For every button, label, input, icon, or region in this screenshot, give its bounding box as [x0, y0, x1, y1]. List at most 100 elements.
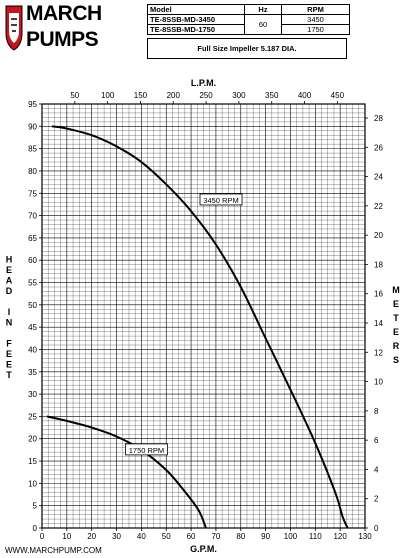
hz-cell: 60: [244, 14, 282, 35]
axis-title-letter: R: [393, 341, 400, 351]
y-tick-label: 75: [28, 189, 37, 198]
brand-word-march: MARCH: [26, 2, 102, 25]
series-label: 3450 RPM: [203, 196, 238, 205]
x2-tick-label: 100: [101, 91, 115, 100]
x-tick-label: 30: [112, 532, 121, 541]
x-tick-label: 20: [87, 532, 96, 541]
x2-tick-label: 250: [199, 91, 213, 100]
y2-tick-label: 14: [374, 319, 383, 328]
y-tick-label: 70: [28, 212, 37, 221]
header-hz: Hz: [244, 4, 282, 15]
x-tick-label: 120: [333, 532, 347, 541]
y-tick-label: 25: [28, 412, 37, 421]
y-tick-label: 50: [28, 301, 37, 310]
x2-tick-label: 350: [265, 91, 279, 100]
y2-tick-label: 10: [374, 378, 383, 387]
y2-tick-label: 2: [374, 495, 379, 504]
x-axis-title: G.P.M.: [190, 544, 217, 554]
axis-title-letter: T: [393, 313, 399, 323]
y-tick-label: 0: [33, 524, 38, 533]
x2-axis-title: L.P.M.: [191, 78, 216, 88]
brand-word-pumps: PUMPS: [26, 28, 99, 51]
y-tick-label: 55: [28, 279, 37, 288]
axis-title-letter: A: [6, 275, 13, 285]
y-tick-label: 15: [28, 457, 37, 466]
y-tick-label: 40: [28, 345, 37, 354]
series-label: 1750 RPM: [129, 446, 164, 455]
model-cell: TE-8SSB-MD-3450: [147, 14, 245, 25]
axis-title-letter: M: [392, 285, 400, 295]
axis-title-letter: T: [6, 370, 12, 380]
x-tick-label: 110: [309, 532, 322, 541]
axis-title-letter: H: [6, 254, 13, 264]
x2-tick-label: 50: [70, 91, 79, 100]
y-tick-label: 95: [28, 100, 37, 109]
spec-row: TE-8SSB-MD-1750 1750: [147, 24, 350, 35]
header-model: Model: [147, 4, 245, 15]
axis-title-letter: I: [8, 307, 11, 317]
impeller-note: Full Size Impeller 5.187 DIA.: [147, 38, 347, 59]
footer-url[interactable]: WWW.MARCHPUMP.COM: [5, 546, 102, 555]
y-tick-label: 60: [28, 256, 37, 265]
y2-tick-label: 20: [374, 231, 383, 240]
spec-row: TE-8SSB-MD-3450 60 3450: [147, 14, 350, 35]
y2-tick-label: 22: [374, 202, 383, 211]
axis-title-letter: D: [6, 286, 13, 296]
plot-frame: [41, 103, 366, 529]
x2-tick-label: 450: [331, 91, 345, 100]
y2-tick-label: 24: [374, 173, 383, 182]
y2-tick-label: 12: [374, 348, 383, 357]
x-tick-label: 90: [261, 532, 270, 541]
y2-tick-label: 16: [374, 290, 383, 299]
x2-tick-label: 150: [134, 91, 148, 100]
x-tick-label: 60: [187, 532, 196, 541]
spec-header-row: Model Hz RPM: [147, 4, 350, 15]
y-tick-label: 90: [28, 122, 37, 131]
x-tick-label: 40: [137, 532, 146, 541]
y2-tick-label: 26: [374, 143, 383, 152]
header-rpm: RPM: [281, 4, 350, 15]
axis-title-letter: E: [393, 327, 399, 337]
x-tick-label: 80: [236, 532, 245, 541]
model-cell: TE-8SSB-MD-1750: [147, 24, 245, 35]
x-tick-label: 130: [358, 532, 372, 541]
shield-logo-icon: [5, 5, 23, 51]
x-tick-label: 0: [40, 532, 45, 541]
x-tick-label: 50: [162, 532, 171, 541]
axis-title-letter: E: [6, 265, 12, 275]
axis-title-letter: E: [393, 299, 399, 309]
y-tick-label: 45: [28, 323, 37, 332]
x-tick-label: 10: [62, 532, 71, 541]
y-tick-label: 30: [28, 390, 37, 399]
y-tick-label: 35: [28, 368, 37, 377]
y2-tick-label: 28: [374, 114, 383, 123]
rpm-cell: 1750: [281, 24, 350, 35]
series-label-box: [125, 443, 168, 456]
y-tick-label: 85: [28, 145, 37, 154]
axis-title-letter: N: [6, 317, 13, 327]
y2-tick-label: 0: [374, 524, 379, 533]
y2-tick-label: 8: [374, 407, 379, 416]
series-line: [51, 125, 349, 529]
y2-tick-label: 6: [374, 436, 379, 445]
axis-title-letter: E: [6, 359, 12, 369]
rpm-cell: 3450: [281, 14, 350, 25]
y-tick-label: 20: [28, 435, 37, 444]
y-tick-label: 10: [28, 479, 37, 488]
y2-tick-label: 18: [374, 260, 383, 269]
axis-title-letter: S: [393, 355, 399, 365]
x-tick-label: 100: [284, 532, 298, 541]
axis-title-letter: F: [6, 338, 12, 348]
axis-title-letter: E: [6, 349, 12, 359]
x2-tick-label: 200: [167, 91, 181, 100]
x2-tick-label: 400: [298, 91, 312, 100]
march-pumps-logo: MARCH PUMPS: [4, 2, 108, 55]
series-line: [46, 415, 207, 529]
series-label-box: [199, 193, 243, 206]
y2-tick-label: 4: [374, 465, 379, 474]
y-tick-label: 80: [28, 167, 37, 176]
x2-tick-label: 300: [232, 91, 246, 100]
